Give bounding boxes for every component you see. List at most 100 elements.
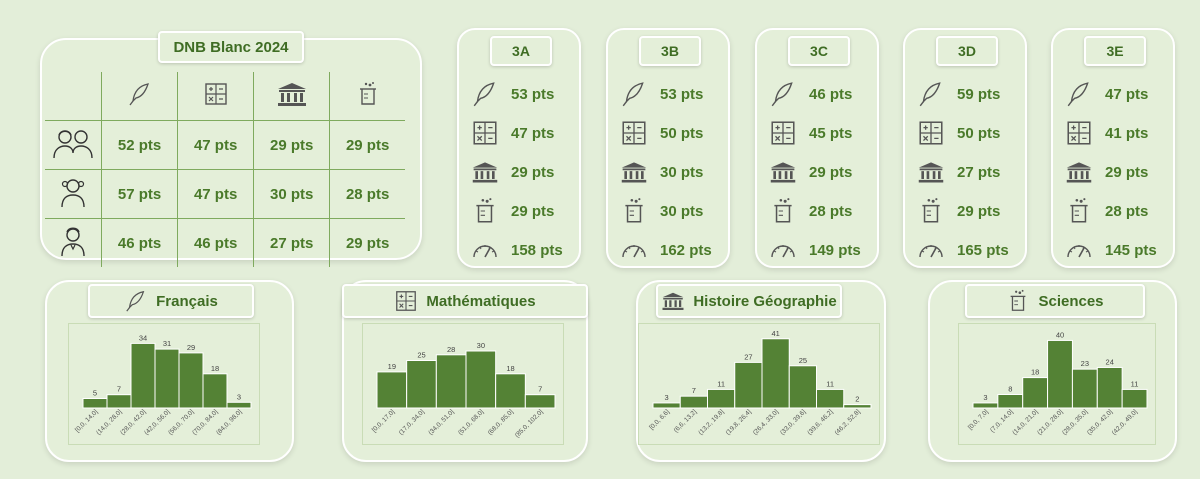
class-stat-row: 47 pts (1065, 80, 1148, 108)
museum-icon (620, 158, 648, 186)
class-stat-row: 29 pts (769, 158, 852, 186)
overview-cell: 47 pts (177, 120, 255, 170)
subject-title-text: Histoire Géographie (693, 292, 837, 310)
histogram-bar (154, 348, 180, 409)
gauge-icon (769, 236, 797, 264)
class-stat-row: 162 pts (620, 236, 712, 264)
museum-icon (769, 158, 797, 186)
histogram-bar (1047, 339, 1073, 409)
overview-col-sciences (329, 72, 405, 121)
calculator-icon (917, 119, 945, 147)
histogram-data-label: 31 (163, 339, 171, 348)
class-stat-value: 30 pts (660, 163, 704, 181)
histogram-data-label: 3 (665, 393, 669, 402)
histogram-bar (1121, 388, 1148, 409)
histogram-bar (788, 365, 817, 409)
histogram-svg: 3 [0,0, 6,6] 7 (6,6, 13,2] 11 (13,2, 19,8] 27 (… (648, 329, 872, 437)
histogram-data-label: 30 (477, 341, 485, 350)
subject-title-text: Sciences (1038, 292, 1104, 310)
histogram-data-label: 7 (117, 385, 121, 394)
class-name: 3C (810, 43, 828, 59)
histogram-tick-label: (84,0, 98,0] (215, 408, 243, 436)
quill-icon (124, 289, 148, 313)
histogram-tick-label: (17,0, 34,0] (398, 408, 426, 436)
class-stat-row: 53 pts (471, 80, 554, 108)
museum-icon (917, 158, 945, 186)
class-stat-row: 27 pts (917, 158, 1000, 186)
class-name: 3D (958, 43, 976, 59)
histogram-data-label: 25 (417, 351, 425, 360)
histogram-bar (495, 373, 526, 409)
overview-cell: 46 pts (100, 218, 179, 267)
calculator-icon (203, 81, 229, 107)
histogram-tick-label: (35,0, 42,0] (1086, 408, 1114, 436)
histogram-bar (130, 342, 156, 409)
histogram-data-label: 29 (187, 343, 195, 352)
overview-row-boys: 46 pts 46 pts 27 pts 29 pts (45, 218, 405, 267)
class-stat-value: 47 pts (511, 124, 555, 142)
class-stat-row: 45 pts (769, 119, 852, 147)
histogram-data-label: 11 (1131, 379, 1139, 388)
class-stat-row: 29 pts (1065, 158, 1148, 186)
class-card-title: 3D (936, 36, 998, 66)
overview-title-text: DNB Blanc 2024 (173, 38, 289, 56)
histogram-bar (652, 402, 681, 409)
class-stat-row: 50 pts (620, 119, 703, 147)
histogram-bar (734, 361, 763, 409)
histogram-data-label: 3 (983, 393, 987, 402)
class-stat-row: 30 pts (620, 197, 703, 225)
class-stat-value: 145 pts (1105, 241, 1157, 259)
class-card-3d (903, 28, 1027, 268)
quill-icon (127, 81, 153, 107)
class-stat-row: 145 pts (1065, 236, 1157, 264)
class-stat-value: 30 pts (660, 202, 704, 220)
histogram-data-label: 3 (237, 392, 241, 401)
beaker-icon (917, 197, 945, 225)
overview-cell: 47 pts (177, 169, 255, 219)
overview-cell: 29 pts (329, 120, 405, 170)
class-stat-value: 29 pts (511, 202, 555, 220)
class-stat-value: 47 pts (1105, 85, 1149, 103)
histogram-data-label: 5 (93, 389, 97, 398)
histogram-data-label: 18 (211, 364, 219, 373)
beaker-icon (620, 197, 648, 225)
overview-row-all: 52 pts 47 pts 29 pts 29 pts (45, 120, 405, 170)
quill-icon (1065, 80, 1093, 108)
overview-row-icon (45, 120, 102, 170)
histogram-data-label: 24 (1106, 357, 1114, 366)
overview-col-histoire (253, 72, 331, 121)
class-stat-row: 50 pts (917, 119, 1000, 147)
quill-icon (769, 80, 797, 108)
class-card-title: 3A (490, 36, 552, 66)
class-stat-value: 165 pts (957, 241, 1009, 259)
museum-icon (661, 289, 685, 313)
overview-cell: 27 pts (253, 218, 331, 267)
class-stat-value: 45 pts (809, 124, 853, 142)
overview-row-icon (45, 218, 102, 267)
histogram-tick-label: (14,0, 21,0] (1011, 408, 1039, 436)
histogram-data-label: 23 (1081, 359, 1089, 368)
class-card-title: 3B (639, 36, 701, 66)
histogram-bar (761, 338, 790, 409)
class-card-title: 3C (788, 36, 850, 66)
class-stat-value: 29 pts (957, 202, 1001, 220)
quill-icon (620, 80, 648, 108)
girl-icon (59, 176, 87, 208)
histogram-bar (997, 393, 1024, 409)
histogram-bar (226, 401, 252, 409)
histogram-data-label: 40 (1056, 330, 1064, 339)
overview-row-girls: 57 pts 47 pts 30 pts 28 pts (45, 169, 405, 219)
histogram-bar (376, 371, 408, 409)
histogram-bar (406, 360, 437, 409)
gauge-icon (620, 236, 648, 264)
calculator-icon (1065, 119, 1093, 147)
overview-cell: 57 pts (100, 169, 179, 219)
histogram-bar (1022, 377, 1049, 409)
histogram-tick-label: (85,0, 102,0] (514, 408, 545, 439)
histogram-tick-label: (26,4, 33,0] (752, 408, 780, 436)
class-stat-row: 29 pts (471, 158, 554, 186)
class-stat-value: 149 pts (809, 241, 861, 259)
beaker-icon (769, 197, 797, 225)
histogram-data-label: 7 (538, 385, 542, 394)
class-stat-row: 53 pts (620, 80, 703, 108)
